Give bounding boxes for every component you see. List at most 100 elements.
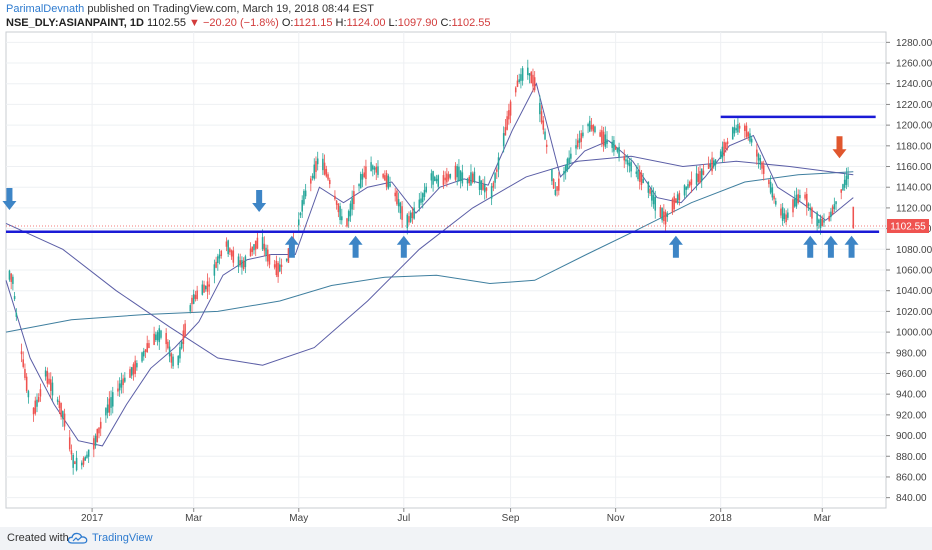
y-tick-label: 1000.00 [896,328,932,339]
down-arrow-icon [832,136,847,159]
time-axis[interactable]: 2017 Mar May Jul Sep Nov 2018 Mar [81,508,832,524]
candle-body [430,173,433,181]
candle-body [757,153,760,161]
up-arrow-icon [348,235,363,258]
candle-body [613,140,615,152]
candle-body [804,194,806,199]
candle-body [575,145,577,149]
candle-body [695,173,698,185]
candle-body [847,174,849,179]
y-tick-label: 940.00 [896,390,927,401]
author-link[interactable]: ParimalDevnath [6,3,85,15]
candle-body [351,198,353,210]
candle-body [852,206,855,226]
candle-body [328,179,331,185]
candle-body [713,160,715,167]
candle-body [165,333,167,345]
candle-body [117,388,119,392]
candle-body [797,194,799,203]
candle-body [256,237,259,249]
candle-body [625,159,627,162]
candle-body [106,404,109,413]
up-arrow-icon [844,235,859,258]
candle-body [768,179,770,185]
x-tick-label: May [289,513,308,524]
candle-body [599,132,601,137]
y-tick-label: 860.00 [896,472,927,483]
candle-body [761,162,763,169]
candle-body [158,328,161,343]
candle-body [480,180,483,190]
candle-body [27,391,30,398]
candle-body [690,179,693,185]
high-value: 1124.00 [346,17,386,29]
candle-body [225,241,228,247]
symbol-name[interactable]: NSE_DLY:ASIANPAINT, 1D [6,17,144,29]
candle-body [601,130,603,143]
ma-mid-line [5,155,854,366]
candle-body [738,125,741,129]
candle-body [241,260,243,268]
candle-body [842,184,844,191]
candle-body [570,153,572,159]
up-arrow-icon [823,235,838,258]
moving-averages [5,82,854,447]
candle-body [845,175,848,185]
candle-body [425,186,427,192]
candle-body [714,159,717,166]
y-tick-label: 1060.00 [896,266,932,277]
candle-body [638,171,641,182]
candle-body [93,438,95,450]
candle-body [99,421,102,429]
candle-body [406,214,409,229]
candle-body [509,101,512,116]
tradingview-logo[interactable]: TradingView [68,529,153,547]
candle-body [189,305,192,312]
candle-body [773,195,775,200]
candle-body [191,297,193,305]
up-arrow-icon [396,235,411,258]
price-axis[interactable]: 840.00 860.00 880.00 900.00 920.00 940.00 960.… [886,38,932,504]
candle-body [170,353,173,363]
candle-body [110,397,112,408]
y-tick-label: 980.00 [896,348,927,359]
candle-body [217,256,219,263]
candle-body [62,411,64,419]
candle-body [787,212,789,218]
candle-body [156,332,159,341]
candle-body [194,294,197,299]
candle-body [230,250,233,257]
candle-body [196,290,198,300]
candle-body [401,206,403,220]
candle-body [454,165,457,180]
candle-body [661,208,663,221]
candle-body [359,173,362,189]
candle-body [132,364,135,375]
candle-body [237,256,240,267]
candle-body [707,164,710,169]
candle-body [184,323,186,337]
candle-body [261,237,264,250]
candle-body [809,207,812,211]
price-chart[interactable]: 840.00 860.00 880.00 900.00 920.00 940.00 960.… [0,0,932,527]
candle-body [497,157,500,170]
candle-body [699,171,701,183]
candle-body [180,341,183,349]
down-arrow-icon [2,187,17,210]
y-tick-label: 1180.00 [896,141,932,152]
candle-body [792,199,794,213]
candle-body [675,198,677,203]
down-arrow-icon [252,190,267,213]
candle-body [447,174,450,180]
candle-body [215,261,217,268]
candle-body [664,212,667,225]
annotations [2,115,886,258]
candle-body [327,174,329,180]
candle-body [118,383,121,391]
candle-body [459,170,462,182]
candle-body [273,264,276,268]
candle-body [34,400,37,414]
candle-body [232,250,235,263]
candle-body [566,158,569,171]
candle-body [74,461,76,464]
